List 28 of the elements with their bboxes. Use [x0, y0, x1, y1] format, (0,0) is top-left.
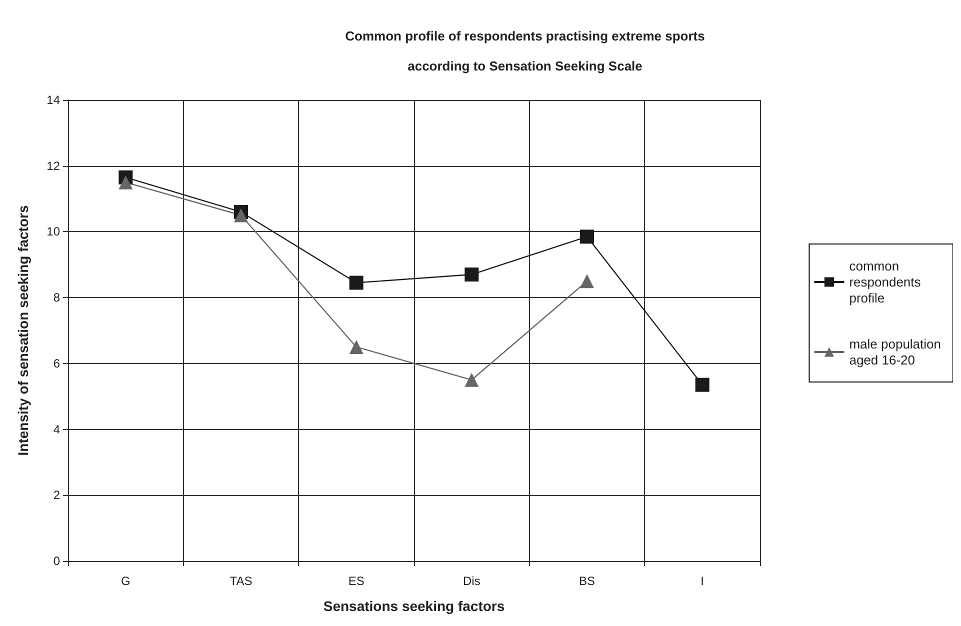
- x-tick-label: BS: [578, 574, 596, 588]
- chart-title: Common profile of respondents practising extreme sports according to Sensation Seeking Scale: [345, 28, 705, 74]
- point: [695, 378, 710, 392]
- y-tick-label: 6: [53, 356, 60, 370]
- y-tick-label: 8: [53, 290, 60, 305]
- point: [580, 274, 594, 288]
- y-tick-label: 4: [53, 422, 60, 436]
- legend-label: male population aged 16-20: [849, 336, 942, 368]
- point: [234, 208, 248, 222]
- x-tick-label: G: [120, 574, 130, 588]
- x-axis-title: Sensations seeking factors: [323, 598, 505, 614]
- legend-label: common respondents profile: [849, 258, 922, 306]
- y-tick-label: 12: [46, 158, 60, 173]
- point: [580, 230, 594, 244]
- x-tick-label: Dis: [462, 574, 480, 588]
- point: [464, 372, 479, 387]
- point: [349, 340, 364, 354]
- point: [349, 276, 364, 290]
- point: [464, 268, 479, 282]
- y-axis-title: Intensity of sensation seeking factors: [15, 205, 31, 456]
- y-tick-label: 10: [46, 224, 60, 239]
- y-tick-label: 2: [53, 488, 60, 502]
- y-tick-label: 14: [46, 93, 60, 107]
- x-tick-label: ES: [348, 574, 364, 588]
- point: [118, 175, 133, 190]
- y-tick-label: 0: [53, 554, 60, 568]
- x-tick-label: I: [700, 574, 704, 588]
- x-tick-label: TAS: [230, 574, 252, 588]
